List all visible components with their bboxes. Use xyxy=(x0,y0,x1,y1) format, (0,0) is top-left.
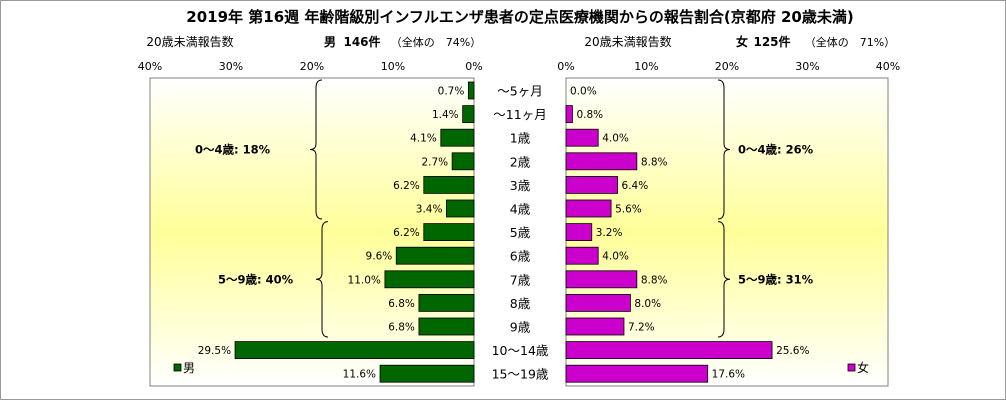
female-data-label: 8.8% xyxy=(641,274,668,286)
male-bar xyxy=(418,293,475,312)
right-sex-label: 女 xyxy=(736,34,748,49)
female-data-label: 0.8% xyxy=(576,109,603,121)
female-bar xyxy=(565,128,599,147)
female-bar xyxy=(565,270,638,289)
male-bar xyxy=(234,341,475,360)
male-data-label: 6.2% xyxy=(393,180,420,192)
male-data-label: 2.7% xyxy=(421,156,448,168)
male-group-label: 5〜9歳: 40% xyxy=(218,272,294,286)
female-data-label: 5.6% xyxy=(615,204,642,216)
legend-male-swatch xyxy=(173,363,182,372)
legend-female-label: 女 xyxy=(857,360,869,375)
male-bar xyxy=(467,81,475,100)
category-label: 2歳 xyxy=(510,154,531,169)
left-axis-tick: 0% xyxy=(465,60,482,73)
legend-male-label: 男 xyxy=(183,361,195,375)
female-bar xyxy=(565,293,631,312)
legend-female-swatch xyxy=(847,363,856,372)
category-label: 〜5ヶ月 xyxy=(497,84,542,99)
male-data-label: 3.4% xyxy=(416,204,443,216)
category-label: 4歳 xyxy=(510,202,531,217)
left-axis-tick: 10% xyxy=(381,60,405,73)
left-sex-label: 男 xyxy=(324,35,336,49)
female-group-label: 5〜9歳: 31% xyxy=(738,272,814,286)
female-data-label: 8.8% xyxy=(641,156,668,168)
category-label: 10〜14歳 xyxy=(492,343,549,358)
female-data-label: 8.0% xyxy=(634,298,661,310)
left-axis-tick: 20% xyxy=(300,60,324,73)
male-bar xyxy=(379,364,475,383)
female-data-label: 7.2% xyxy=(628,322,655,334)
left-axis-tick: 40% xyxy=(138,60,162,73)
male-data-label: 6.8% xyxy=(388,298,415,310)
female-bar xyxy=(565,105,573,123)
male-bar xyxy=(384,270,475,289)
male-data-label: 4.1% xyxy=(410,133,437,145)
male-data-label: 6.8% xyxy=(388,322,415,334)
male-data-label: 11.6% xyxy=(343,369,376,381)
male-bar xyxy=(418,317,475,336)
male-bar xyxy=(395,246,475,265)
male-data-label: 9.6% xyxy=(366,251,393,263)
female-data-label: 25.6% xyxy=(776,345,809,357)
left-axis-tick: 30% xyxy=(219,60,243,73)
female-data-label: 0.0% xyxy=(570,86,597,98)
category-label: 8歳 xyxy=(510,296,531,311)
male-data-label: 11.0% xyxy=(348,274,381,286)
female-bar xyxy=(565,341,773,360)
female-bar xyxy=(565,246,599,265)
group-brace xyxy=(717,221,731,338)
female-data-label: 6.4% xyxy=(622,180,649,192)
right-report-count-label: 20歳未満報告数 xyxy=(584,34,671,49)
female-data-label: 3.2% xyxy=(596,227,623,239)
female-bar xyxy=(565,199,612,218)
male-group-label: 0〜4歳: 18% xyxy=(195,143,271,157)
left-report-count-label: 20歳未満報告数 xyxy=(146,34,233,49)
category-label: 5歳 xyxy=(510,225,531,240)
category-label: 6歳 xyxy=(510,249,531,264)
left-share-label: （全体の 74%） xyxy=(391,35,481,49)
right-share-label: （全体の 71%） xyxy=(805,35,895,49)
male-bar xyxy=(462,105,475,123)
category-label: 〜11ヶ月 xyxy=(493,107,546,122)
right-count-label: 125件 xyxy=(753,34,790,49)
right-axis-tick: 20% xyxy=(715,60,739,73)
category-label: 15〜19歳 xyxy=(492,367,549,382)
right-axis-tick: 30% xyxy=(795,60,819,73)
female-data-label: 4.0% xyxy=(602,133,629,145)
female-bar xyxy=(565,175,618,194)
male-data-label: 6.2% xyxy=(393,227,420,239)
male-bar xyxy=(446,199,475,218)
female-data-label: 17.6% xyxy=(712,369,745,381)
female-bar xyxy=(565,364,709,383)
right-axis-tick: 40% xyxy=(876,60,900,73)
female-data-label: 4.0% xyxy=(602,251,629,263)
male-data-label: 0.7% xyxy=(438,86,465,98)
male-bar xyxy=(423,223,475,242)
category-label: 9歳 xyxy=(510,320,531,335)
female-bar xyxy=(565,317,625,336)
male-data-label: 29.5% xyxy=(198,345,231,357)
right-axis-tick: 10% xyxy=(634,60,658,73)
right-axis-tick: 0% xyxy=(557,60,574,73)
category-label: 1歳 xyxy=(510,131,531,146)
female-group-label: 0〜4歳: 26% xyxy=(738,143,814,157)
male-data-label: 1.4% xyxy=(432,109,459,121)
female-bar xyxy=(565,152,638,171)
category-label: 7歳 xyxy=(510,272,531,287)
group-brace xyxy=(315,221,329,338)
left-count-label: 146件 xyxy=(343,34,380,49)
group-brace xyxy=(309,79,323,220)
female-bar xyxy=(565,223,593,242)
male-bar xyxy=(440,128,475,147)
chart-title: 2019年 第16週 年齢階級別インフルエンザ患者の定点医療機関からの報告割合(… xyxy=(186,8,853,26)
male-bar xyxy=(423,175,475,194)
group-brace xyxy=(717,79,731,220)
category-label: 3歳 xyxy=(510,178,531,193)
male-bar xyxy=(451,152,475,171)
